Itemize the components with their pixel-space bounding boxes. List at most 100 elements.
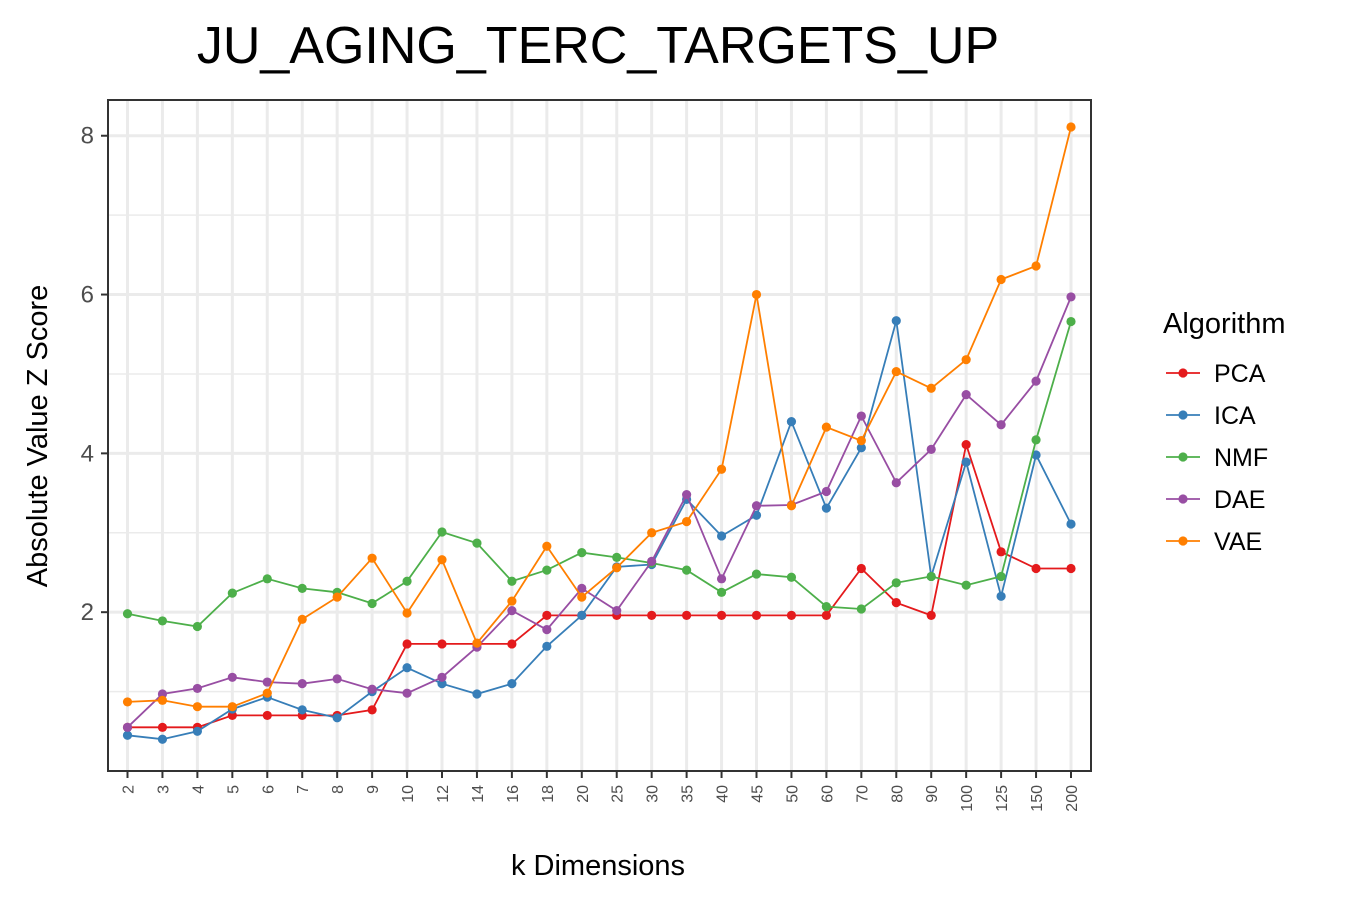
point-nmf bbox=[612, 552, 622, 562]
point-vae bbox=[996, 274, 1006, 285]
point-vae bbox=[227, 702, 237, 712]
point-ica bbox=[297, 705, 307, 715]
legend: Algorithm PCA ICA NMF DAE VAE bbox=[1163, 308, 1286, 556]
x-tick-label: 5 bbox=[225, 785, 242, 794]
point-nmf bbox=[926, 571, 936, 582]
legend-key-point-dae bbox=[1178, 494, 1188, 504]
x-tick-label: 125 bbox=[994, 785, 1011, 812]
point-nmf bbox=[542, 565, 552, 575]
point-ica bbox=[856, 443, 866, 453]
x-tick-label: 8 bbox=[330, 785, 347, 794]
legend-label-pca: PCA bbox=[1214, 360, 1266, 388]
point-ica bbox=[751, 510, 762, 520]
point-nmf bbox=[157, 616, 168, 626]
point-vae bbox=[367, 553, 377, 563]
point-pca bbox=[821, 610, 831, 620]
x-tick-label: 2 bbox=[121, 785, 138, 794]
point-ica bbox=[157, 734, 168, 744]
legend-title: Algorithm bbox=[1163, 308, 1286, 340]
point-pca bbox=[926, 610, 936, 620]
point-ica bbox=[332, 713, 342, 723]
x-tick-label: 7 bbox=[295, 785, 312, 794]
point-dae bbox=[926, 444, 936, 454]
y-tick-label: 2 bbox=[81, 599, 94, 626]
point-nmf bbox=[961, 580, 971, 590]
point-dae bbox=[157, 689, 168, 699]
point-nmf bbox=[122, 609, 133, 619]
point-dae bbox=[996, 420, 1006, 430]
point-dae bbox=[437, 672, 447, 682]
point-pca bbox=[786, 610, 797, 620]
point-vae bbox=[157, 695, 168, 705]
point-pca bbox=[647, 610, 657, 620]
point-ica bbox=[577, 610, 587, 620]
point-pca bbox=[1066, 563, 1076, 574]
point-vae bbox=[786, 501, 797, 511]
point-dae bbox=[262, 677, 272, 687]
x-tick-label: 40 bbox=[715, 785, 732, 803]
point-pca bbox=[682, 610, 692, 620]
point-nmf bbox=[682, 565, 692, 575]
x-tick-label: 25 bbox=[610, 785, 627, 803]
y-tick-label: 6 bbox=[81, 282, 94, 309]
point-nmf bbox=[1066, 316, 1076, 327]
x-tick-label: 150 bbox=[1029, 785, 1046, 812]
point-pca bbox=[437, 639, 447, 649]
point-dae bbox=[856, 411, 866, 421]
point-pca bbox=[367, 705, 377, 715]
point-nmf bbox=[262, 574, 272, 584]
point-vae bbox=[682, 517, 692, 527]
point-pca bbox=[262, 710, 272, 721]
point-nmf bbox=[751, 569, 762, 579]
point-vae bbox=[542, 541, 552, 551]
y-tick-label: 8 bbox=[81, 123, 94, 150]
x-axis-title: k Dimensions bbox=[511, 850, 685, 882]
point-vae bbox=[507, 596, 517, 606]
point-vae bbox=[612, 563, 622, 573]
point-dae bbox=[682, 490, 692, 500]
grid-lines bbox=[108, 100, 1091, 771]
x-tick-label: 18 bbox=[540, 785, 557, 803]
point-ica bbox=[507, 679, 517, 689]
point-vae bbox=[577, 592, 587, 602]
point-nmf bbox=[716, 587, 727, 597]
y-axis-title: Absolute Value Z Score bbox=[22, 285, 54, 588]
point-pca bbox=[716, 610, 727, 620]
x-tick-label: 100 bbox=[959, 785, 976, 812]
series-layer bbox=[122, 122, 1076, 744]
point-vae bbox=[192, 702, 202, 712]
x-tick-label: 30 bbox=[645, 785, 662, 803]
point-dae bbox=[961, 390, 971, 400]
legend-label-nmf: NMF bbox=[1214, 444, 1268, 472]
point-nmf bbox=[227, 588, 237, 598]
x-tick-label: 45 bbox=[750, 785, 767, 803]
point-ica bbox=[472, 689, 482, 699]
point-pca bbox=[1031, 563, 1041, 574]
x-tick-label: 70 bbox=[854, 785, 871, 803]
legend-key-point-pca bbox=[1178, 368, 1188, 378]
x-tick-label: 20 bbox=[575, 785, 592, 803]
legend-label-ica: ICA bbox=[1214, 402, 1256, 430]
point-dae bbox=[122, 722, 133, 732]
point-nmf bbox=[367, 598, 377, 609]
point-dae bbox=[891, 478, 901, 488]
point-pca bbox=[157, 722, 168, 732]
chart-title: JU_AGING_TERC_TARGETS_UP bbox=[197, 17, 999, 75]
point-dae bbox=[821, 486, 831, 497]
point-pca bbox=[402, 639, 412, 649]
point-vae bbox=[402, 608, 412, 618]
point-nmf bbox=[891, 578, 901, 588]
point-ica bbox=[996, 591, 1006, 601]
point-ica bbox=[891, 316, 901, 326]
point-nmf bbox=[192, 621, 202, 632]
point-dae bbox=[507, 605, 517, 616]
point-dae bbox=[577, 583, 587, 593]
point-nmf bbox=[507, 576, 517, 586]
x-tick-label: 35 bbox=[680, 785, 697, 803]
x-tick-label: 9 bbox=[365, 785, 382, 794]
x-tick-label: 80 bbox=[889, 785, 906, 803]
legend-key-point-ica bbox=[1178, 410, 1188, 420]
x-tick-label: 3 bbox=[155, 785, 172, 794]
point-vae bbox=[297, 614, 307, 624]
